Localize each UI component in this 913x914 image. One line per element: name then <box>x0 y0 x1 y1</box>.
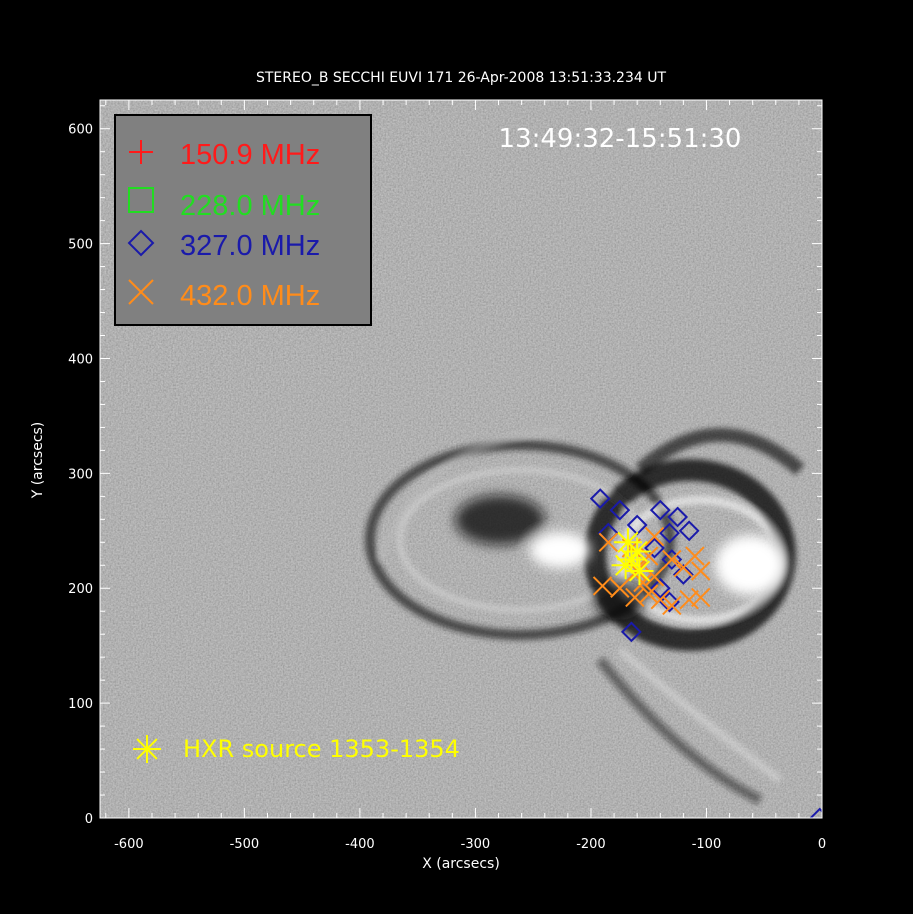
marker-diamond-0-10 <box>672 564 694 585</box>
x-tick-label: -300 <box>461 837 491 852</box>
legend-label-432-0: 432.0 MHz <box>180 280 320 312</box>
marker-diamond-0-1 <box>609 499 631 521</box>
legend-square-icon <box>128 187 154 213</box>
marker-diamond-0-6 <box>659 522 680 544</box>
x-tick-label: 0 <box>818 837 826 852</box>
marker-diamond-0-14 <box>809 807 822 818</box>
marker-diamond-0-12 <box>659 591 680 613</box>
marker-cross-1-18 <box>633 572 653 593</box>
marker-cross-1-9 <box>690 561 711 581</box>
x-tick-label: -400 <box>345 837 375 852</box>
marker-layer <box>589 488 822 818</box>
figure-title: STEREO_B SECCHI EUVI 171 26-Apr-2008 13:… <box>256 70 667 86</box>
marker-diamond-0-11 <box>649 577 671 599</box>
legend-label-228-0: 228.0 MHz <box>180 190 320 222</box>
legend-symbols <box>127 140 155 305</box>
marker-cross-1-11 <box>610 578 630 598</box>
y-tick-label: 600 <box>68 123 93 138</box>
marker-cross-1-8 <box>673 557 694 578</box>
marker-cross-1-10 <box>592 576 613 596</box>
y-axis-label: Y (arcsecs) <box>30 422 46 500</box>
hxr-asterisk-icon <box>133 735 161 763</box>
y-tick-label: 500 <box>68 238 93 253</box>
marker-asterisk-2-4 <box>613 528 642 557</box>
marker-diamond-0-7 <box>678 520 700 542</box>
legend-label-150-9: 150.9 MHz <box>180 139 320 171</box>
marker-cross-1-14 <box>650 590 670 610</box>
x-tick-label: -200 <box>576 837 606 852</box>
bright-kernels <box>455 495 785 620</box>
y-tick-label: 0 <box>85 812 93 827</box>
time-range-annotation: 13:49:32-15:51:30 <box>499 124 742 154</box>
y-tick-label: 100 <box>68 697 93 712</box>
legend: 150.9 MHz 228.0 MHz 327.0 MHz 432.0 MHz <box>114 114 372 326</box>
legend-plus-icon <box>129 140 153 164</box>
legend-box <box>114 114 372 326</box>
marker-cross-1-4 <box>662 549 682 570</box>
legend-cross-icon <box>128 279 154 305</box>
marker-diamond-0-13 <box>620 621 642 643</box>
y-tick-label: 400 <box>68 352 93 367</box>
hxr-label: HXR source 1353-1354 <box>183 735 460 763</box>
legend-diamond-icon <box>127 229 155 257</box>
marker-cross-1-16 <box>679 590 699 610</box>
marker-cross-1-2 <box>644 526 665 547</box>
marker-diamond-0-0 <box>589 488 611 510</box>
marker-cross-1-0 <box>598 532 618 552</box>
marker-cross-1-15 <box>662 595 682 616</box>
hxr-asterisk <box>133 735 161 763</box>
y-tick-label: 300 <box>68 467 93 482</box>
x-tick-label: -600 <box>114 837 144 852</box>
marker-diamond-0-8 <box>644 537 665 559</box>
x-tick-label: -100 <box>692 837 722 852</box>
marker-cross-1-17 <box>690 587 711 608</box>
hxr-annotation: HXR source 1353-1354 <box>133 735 460 763</box>
axis-ticks <box>100 100 823 819</box>
legend-label-327-0: 327.0 MHz <box>180 230 320 262</box>
marker-diamond-0-9 <box>661 549 683 570</box>
marker-asterisk-2-3 <box>625 557 654 586</box>
marker-cross-1-13 <box>639 584 659 604</box>
x-axis-label: X (arcsecs) <box>422 856 500 872</box>
axis-tick-labels: -600 -500 -400 -300 -200 -100 0 0 100 200 300 400 50… <box>68 123 826 852</box>
y-tick-label: 200 <box>68 582 93 597</box>
marker-cross-1-3 <box>639 546 659 566</box>
marker-diamond-0-4 <box>649 499 671 521</box>
marker-diamond-0-5 <box>667 506 689 528</box>
plot-frame <box>99 99 823 819</box>
x-tick-label: -500 <box>230 837 260 852</box>
marker-cross-1-12 <box>625 587 645 608</box>
